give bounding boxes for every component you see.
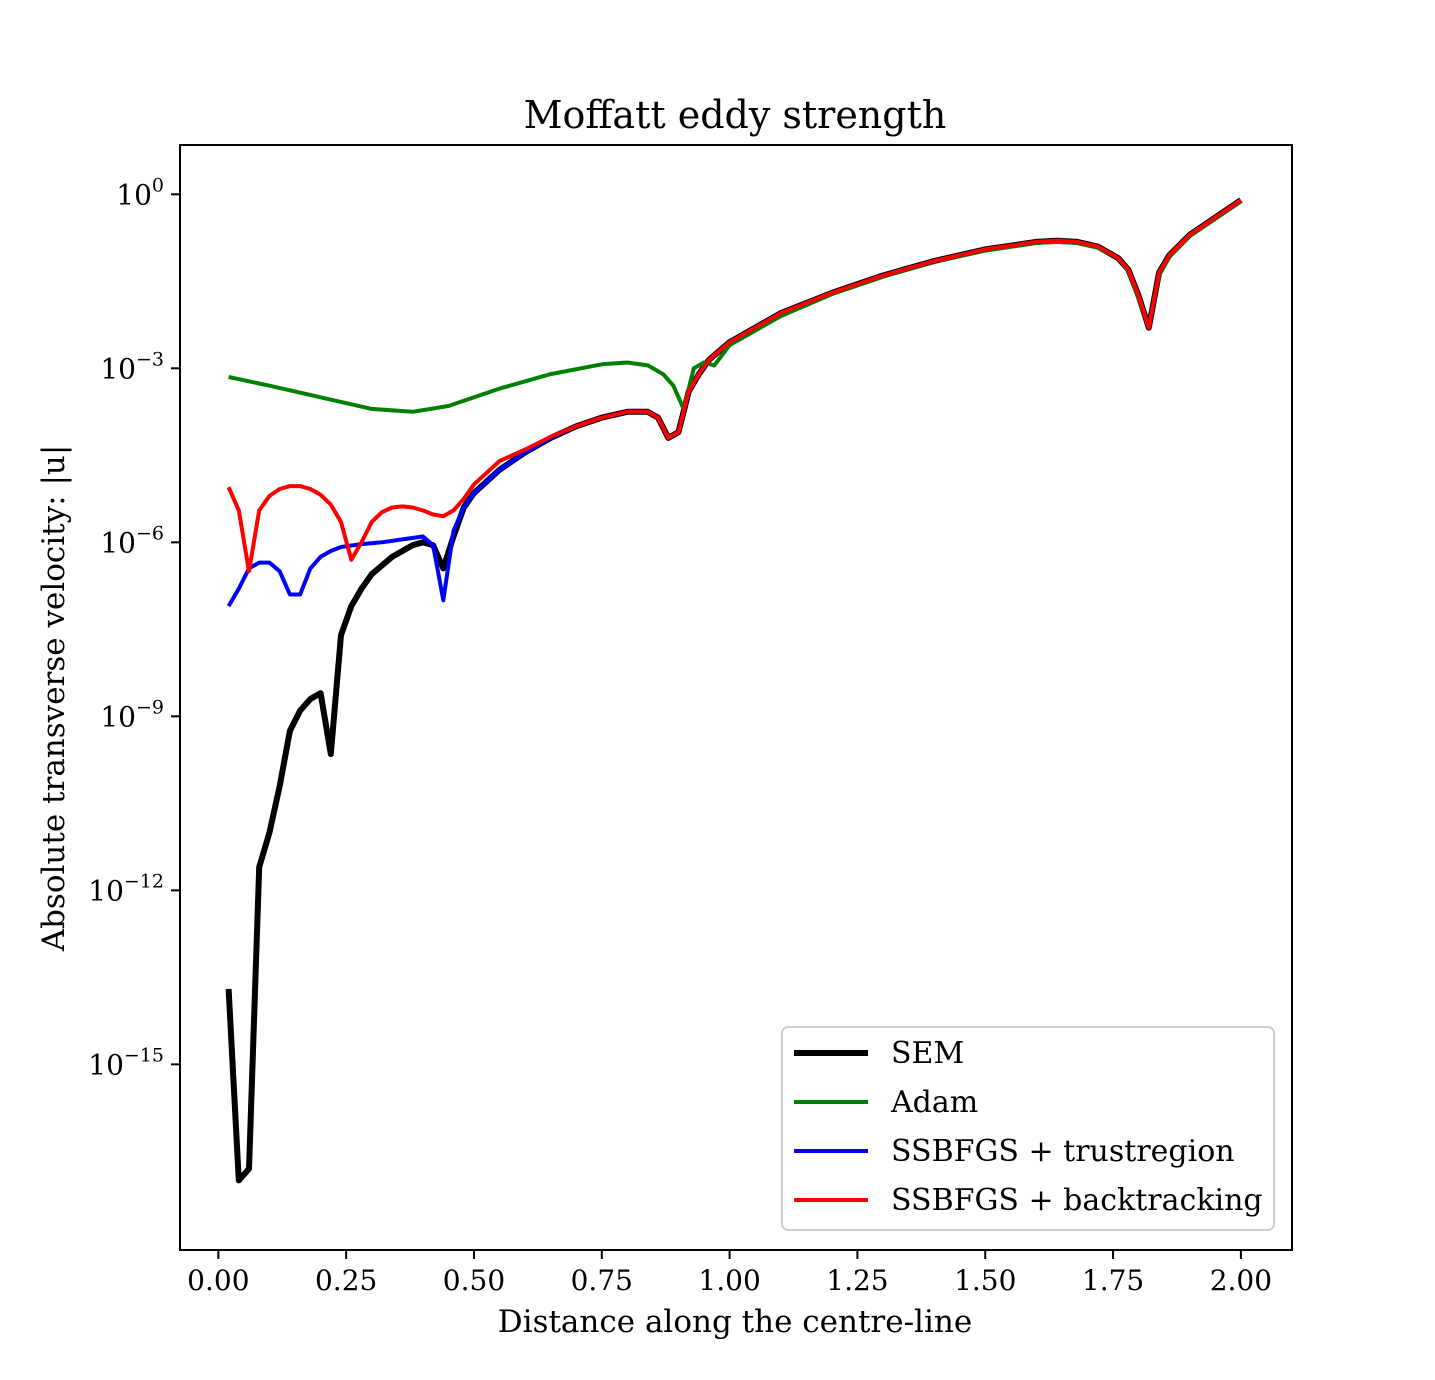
x-axis-label: Distance along the centre-line <box>498 1304 972 1340</box>
y-tick-label: 10−12 <box>88 870 164 907</box>
x-tick-label: 1.50 <box>954 1264 1016 1297</box>
y-axis-ticks: 100 10−3 10−6 10−9 10−12 10−15 <box>88 174 180 1081</box>
y-axis-label: Absolute transverse velocity: |u| <box>36 445 72 953</box>
legend-label: SEM <box>891 1036 964 1071</box>
series-line-ssbfgs-trustregion <box>226 198 1243 608</box>
x-tick-label: 2.00 <box>1210 1264 1272 1297</box>
legend-label: SSBFGS + backtracking <box>891 1183 1263 1218</box>
y-tick-label: 10−3 <box>100 348 164 385</box>
x-tick-label: 1.00 <box>698 1264 760 1297</box>
series-layer <box>225 197 1243 1184</box>
x-tick-label: 0.75 <box>571 1264 633 1297</box>
legend-label: SSBFGS + trustregion <box>891 1134 1235 1169</box>
x-tick-label: 0.50 <box>443 1264 505 1297</box>
legend: SEM Adam SSBFGS + trustregion SSBFGS + back… <box>781 1026 1275 1231</box>
x-tick-label: 0.00 <box>187 1264 249 1297</box>
x-tick-label: 0.25 <box>315 1264 377 1297</box>
x-tick-label: 1.75 <box>1082 1264 1144 1297</box>
y-tick-label: 10−15 <box>88 1044 164 1081</box>
y-tick-label: 10−6 <box>100 522 164 559</box>
series-line-adam <box>228 199 1243 414</box>
plot-area-frame <box>179 144 1293 1251</box>
y-tick-label: 10−9 <box>100 696 164 733</box>
legend-box <box>781 1026 1275 1231</box>
chart-title: Moffatt eddy strength <box>524 93 947 137</box>
legend-items: SEM Adam SSBFGS + trustregion SSBFGS + back… <box>794 1036 1263 1218</box>
x-axis-ticks: 0.00 0.25 0.50 0.75 1.00 1.25 1.50 1.75 2.00 <box>187 1250 1272 1297</box>
x-tick-label: 1.25 <box>826 1264 888 1297</box>
y-tick-label: 100 <box>116 174 164 211</box>
series-line-ssbfgs-backtracking <box>226 198 1243 574</box>
legend-label: Adam <box>890 1085 978 1120</box>
